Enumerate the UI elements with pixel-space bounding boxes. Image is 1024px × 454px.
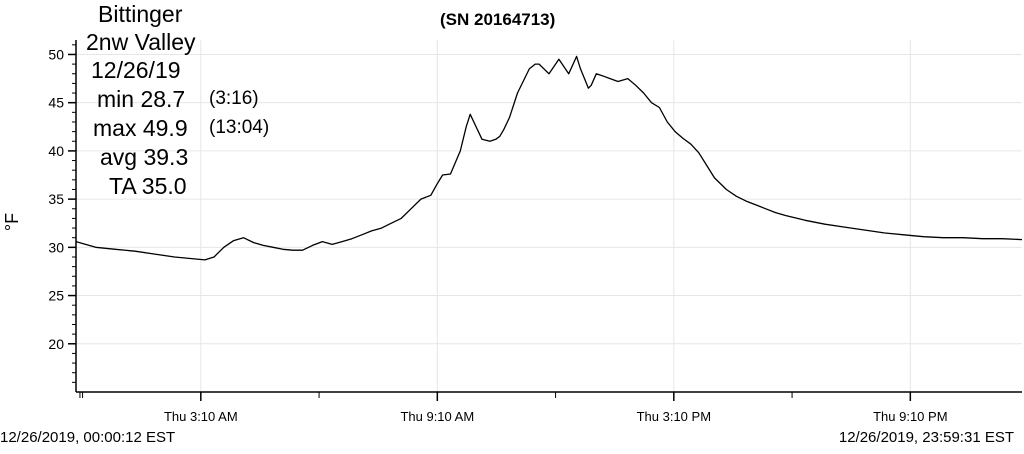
station-name-line1: Bittinger — [98, 1, 183, 27]
station-name-line2: 2nw Valley — [86, 29, 196, 55]
y-tick-label: 30 — [48, 239, 64, 255]
x-tick-label: Thu 9:10 PM — [873, 409, 947, 424]
series-layer — [75, 55, 1023, 261]
x-tick-label: Thu 3:10 PM — [637, 409, 711, 424]
end-timestamp: 12/26/2019, 23:59:31 EST — [838, 429, 1014, 446]
max-value: max 49.9 — [93, 115, 188, 141]
start-timestamp: 12/26/2019, 00:00:12 EST — [0, 429, 176, 446]
grid — [76, 40, 1022, 392]
y-tick-label: 50 — [48, 46, 64, 62]
avg-value: avg 39.3 — [100, 144, 189, 170]
chart-title: (SN 20164713) — [440, 10, 556, 29]
x-tick-label: Thu 9:10 AM — [400, 409, 474, 424]
min-time: (3:16) — [209, 88, 259, 109]
x-tick-label: Thu 3:10 AM — [164, 409, 238, 424]
y-tick-label: 45 — [48, 95, 64, 111]
y-tick-label: 20 — [48, 336, 64, 352]
ta-value: TA 35.0 — [109, 173, 187, 199]
temperature-series-line — [75, 55, 1023, 261]
min-value: min 28.7 — [97, 86, 186, 112]
y-axis-label: °F — [2, 213, 22, 231]
y-tick-label: 40 — [48, 143, 64, 159]
y-tick-label: 25 — [48, 288, 64, 304]
max-time: (13:04) — [209, 117, 270, 138]
y-tick-label: 35 — [48, 191, 64, 207]
summary-date: 12/26/19 — [91, 57, 181, 83]
axes: 20 25 30 35 40 45 50 Thu 3:10 AM Thu 9:10 AM Thu … — [48, 40, 1022, 424]
